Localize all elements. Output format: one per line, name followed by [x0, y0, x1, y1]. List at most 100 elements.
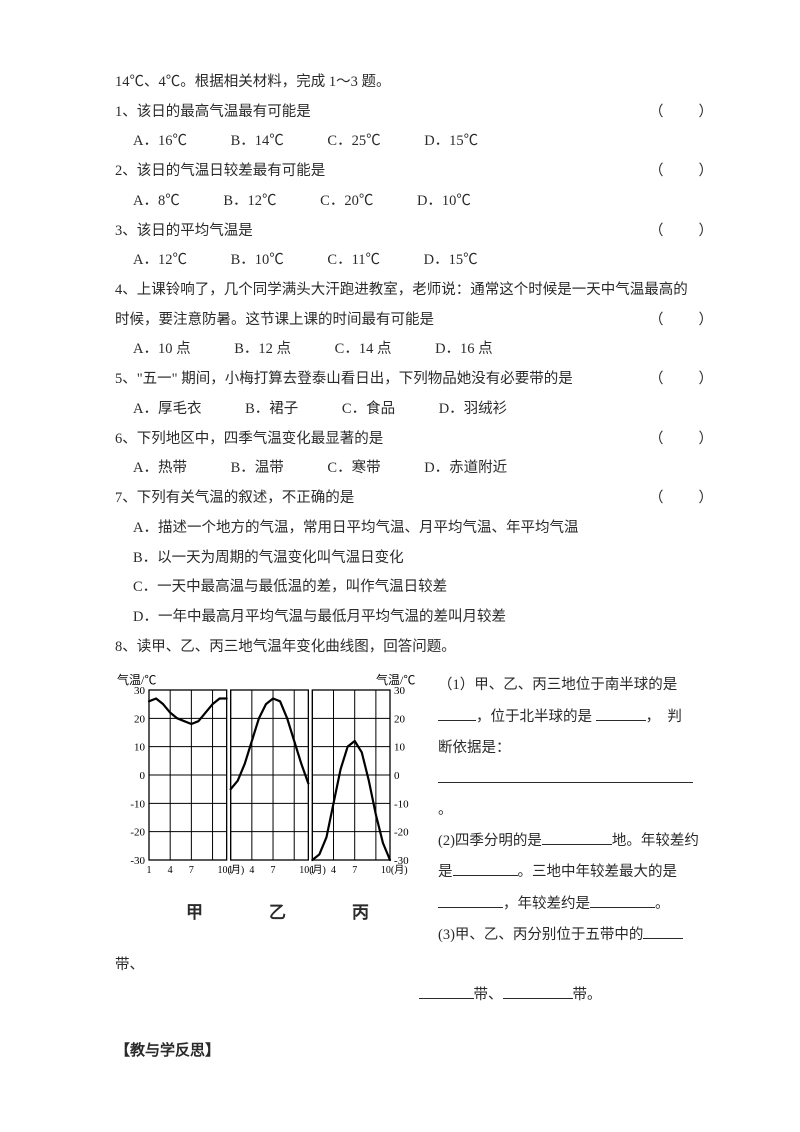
q3-opt-d: D．15℃ — [424, 246, 478, 276]
fill-blank[interactable] — [453, 861, 518, 877]
q2-opt-a: A．8℃ — [133, 187, 180, 217]
q4-options: A．10 点 B．12 点 C．14 点 D．16 点 — [115, 335, 715, 365]
svg-text:0: 0 — [140, 770, 146, 782]
svg-text:10(月): 10(月) — [381, 864, 408, 876]
fill-blank[interactable] — [438, 767, 693, 783]
label-bing: 丙 — [352, 896, 369, 931]
q4-line1: 4、上课铃响了，几个同学满头大汗跑进教室，老师说：通常这个时候是一天中气温最高的 — [115, 276, 715, 306]
svg-text:30: 30 — [134, 685, 146, 697]
fill-blank[interactable] — [419, 983, 474, 999]
q8-2: (2)四季分明的是地。年较差约 是。三地中年较差最大的是 ，年较差约是。 — [438, 826, 715, 920]
svg-text:1: 1 — [310, 865, 315, 876]
q8-tail: 带、 — [115, 951, 715, 981]
svg-text:10: 10 — [394, 742, 406, 754]
answer-blank: （ ） — [649, 425, 715, 455]
q5-opt-a: A．厚毛衣 — [133, 395, 201, 425]
q7-text: 7、下列有关气温的叙述，不正确的是 — [115, 484, 649, 514]
svg-text:7: 7 — [352, 865, 357, 876]
fill-blank[interactable] — [643, 923, 683, 939]
answer-blank: （ ） — [649, 98, 715, 128]
q2-options: A．8℃ B．12℃ C．20℃ D．10℃ — [115, 187, 715, 217]
reflection-heading: 【教与学反思】 — [115, 1036, 715, 1067]
q2-opt-c: C．20℃ — [320, 187, 373, 217]
label-yi: 乙 — [269, 896, 286, 931]
q2-opt-b: B．12℃ — [223, 187, 276, 217]
q6-opt-d: D．赤道附近 — [424, 454, 507, 484]
q3-opt-b: B．10℃ — [231, 246, 284, 276]
svg-text:1: 1 — [228, 865, 233, 876]
q8-last-line: 带、带。 — [115, 981, 715, 1011]
q2-text: 2、该日的气温日较差最有可能是 — [115, 157, 649, 187]
intro-text: 14℃、4℃。根据相关材料，完成 1～3 题。 — [115, 68, 715, 98]
q1-opt-d: D．15℃ — [424, 127, 478, 157]
svg-text:-20: -20 — [130, 827, 145, 839]
q5-options: A．厚毛衣 B．裙子 C．食品 D．羽绒衫 — [115, 395, 715, 425]
svg-text:-10: -10 — [130, 799, 145, 811]
q4-line2: 时候，要注意防暑。这节课上课的时间最有可能是 （ ） — [115, 306, 715, 336]
svg-text:20: 20 — [134, 714, 146, 726]
svg-text:1: 1 — [147, 865, 152, 876]
q4-text2: 时候，要注意防暑。这节课上课的时间最有可能是 — [115, 306, 649, 336]
svg-text:20: 20 — [394, 714, 406, 726]
answer-blank: （ ） — [649, 217, 715, 247]
fill-blank[interactable] — [503, 983, 573, 999]
label-jia: 甲 — [186, 896, 203, 931]
q5-opt-d: D．羽绒衫 — [439, 395, 507, 425]
fill-blank[interactable] — [596, 705, 646, 721]
q5-opt-c: C．食品 — [342, 395, 395, 425]
q1-opt-c: C．25℃ — [327, 127, 380, 157]
q7: 7、下列有关气温的叙述，不正确的是 （ ） — [115, 484, 715, 514]
q1-options: A．16℃ B．14℃ C．25℃ D．15℃ — [115, 127, 715, 157]
q8-questions: （1）甲、乙、丙三地位于南半球的是 ，位于北半球的是 ， 判 断依据是： 。 (… — [420, 670, 715, 951]
q1-opt-a: A．16℃ — [133, 127, 187, 157]
q1-opt-b: B．14℃ — [231, 127, 284, 157]
answer-blank: （ ） — [649, 306, 715, 336]
fill-blank[interactable] — [542, 830, 612, 846]
svg-text:4: 4 — [331, 865, 336, 876]
q7-opt-b: B．以一天为周期的气温变化叫气温日变化 — [115, 544, 715, 574]
svg-text:30: 30 — [394, 685, 406, 697]
fill-blank[interactable] — [438, 705, 476, 721]
q7-opt-a: A．描述一个地方的气温，常用日平均气温、月平均气温、年平均气温 — [115, 514, 715, 544]
svg-text:-20: -20 — [394, 827, 409, 839]
svg-text:-30: -30 — [130, 855, 145, 867]
q1: 1、该日的最高气温最有可能是 （ ） — [115, 98, 715, 128]
q7-opt-c: C．一天中最高温与最低温的差，叫作气温日较差 — [115, 573, 715, 603]
q4-opt-b: B．12 点 — [234, 335, 291, 365]
q6-opt-b: B．温带 — [231, 454, 284, 484]
fill-blank[interactable] — [438, 892, 503, 908]
q8-intro: 8、读甲、乙、丙三地气温年变化曲线图，回答问题。 — [115, 633, 715, 663]
q4-opt-a: A．10 点 — [133, 335, 191, 365]
svg-text:0: 0 — [394, 770, 400, 782]
q6-options: A．热带 B．温带 C．寒带 D．赤道附近 — [115, 454, 715, 484]
q3: 3、该日的平均气温是 （ ） — [115, 217, 715, 247]
q8-3: (3)甲、乙、丙分别位于五带中的 — [438, 920, 715, 951]
chart-panel-labels: 甲 乙 丙 — [115, 892, 420, 931]
svg-text:7: 7 — [189, 865, 194, 876]
q8-body: 气温/℃气温/℃30302020101000-10-10-20-20-30-30… — [115, 670, 715, 951]
q3-opt-a: A．12℃ — [133, 246, 187, 276]
q5: 5、"五一" 期间，小梅打算去登泰山看日出，下列物品她没有必要带的是 （ ） — [115, 365, 715, 395]
answer-blank: （ ） — [649, 365, 715, 395]
q4-opt-c: C．14 点 — [335, 335, 392, 365]
svg-text:4: 4 — [249, 865, 254, 876]
q8-1: （1）甲、乙、丙三地位于南半球的是 ，位于北半球的是 ， 判 断依据是： 。 — [438, 670, 715, 826]
q2: 2、该日的气温日较差最有可能是 （ ） — [115, 157, 715, 187]
q6: 6、下列地区中，四季气温变化最显著的是 （ ） — [115, 425, 715, 455]
q3-options: A．12℃ B．10℃ C．11℃ D．15℃ — [115, 246, 715, 276]
svg-text:7: 7 — [271, 865, 276, 876]
q4-opt-d: D．16 点 — [435, 335, 493, 365]
answer-blank: （ ） — [649, 484, 715, 514]
q6-text: 6、下列地区中，四季气温变化最显著的是 — [115, 425, 649, 455]
q3-text: 3、该日的平均气温是 — [115, 217, 649, 247]
fill-blank[interactable] — [590, 892, 655, 908]
q5-opt-b: B．裙子 — [245, 395, 298, 425]
worksheet-page: 14℃、4℃。根据相关材料，完成 1～3 题。 1、该日的最高气温最有可能是 （… — [0, 0, 800, 1117]
svg-text:10: 10 — [134, 742, 146, 754]
q1-text: 1、该日的最高气温最有可能是 — [115, 98, 649, 128]
temperature-chart: 气温/℃气温/℃30302020101000-10-10-20-20-30-30… — [115, 670, 420, 931]
q5-text: 5、"五一" 期间，小梅打算去登泰山看日出，下列物品她没有必要带的是 — [115, 365, 649, 395]
q2-opt-d: D．10℃ — [417, 187, 471, 217]
q6-opt-a: A．热带 — [133, 454, 187, 484]
svg-text:4: 4 — [168, 865, 173, 876]
